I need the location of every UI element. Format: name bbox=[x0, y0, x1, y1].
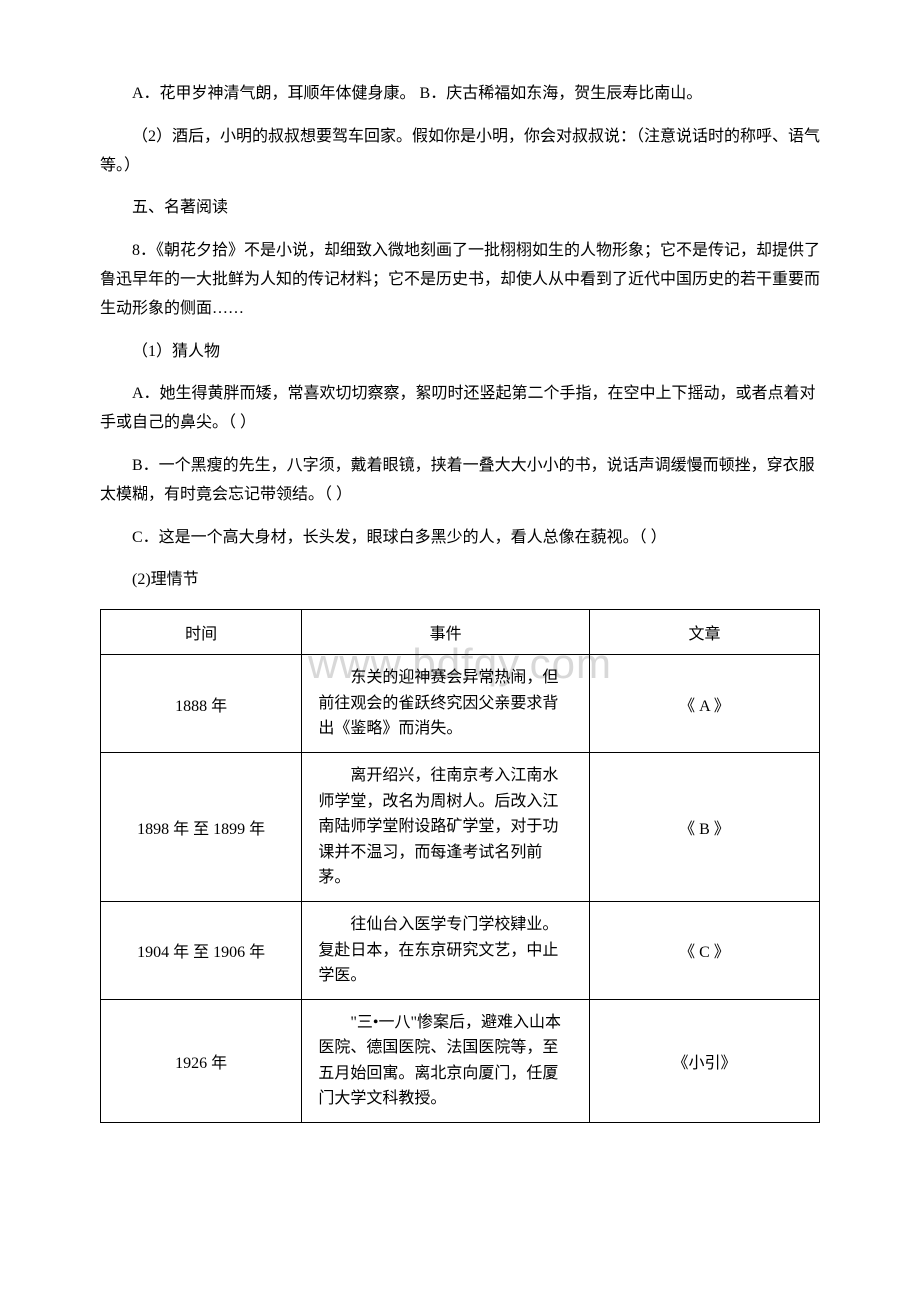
header-article: 文章 bbox=[589, 610, 819, 655]
timeline-table-container: 时间 事件 文章 1888 年 东关的迎神赛会异常热闹，但前往观会的雀跃终究因父… bbox=[100, 609, 820, 1123]
cell-article: 《 C 》 bbox=[589, 901, 819, 999]
table-row: 1926 年 "三•一八"惨案后，避难入山本医院、德国医院、法国医院等，至五月始… bbox=[101, 999, 820, 1122]
section-heading-5: 五、名著阅读 bbox=[100, 194, 820, 223]
table-header-row: 时间 事件 文章 bbox=[101, 610, 820, 655]
cell-article: 《 B 》 bbox=[589, 752, 819, 901]
cell-event: "三•一八"惨案后，避难入山本医院、德国医院、法国医院等，至五月始回寓。离北京向… bbox=[302, 999, 590, 1122]
paragraph-subquestion-2: (2)理情节 bbox=[100, 566, 820, 595]
paragraph-character-c: C．这是一个高大身材，长头发，眼球白多黑少的人，看人总像在藐视。（ ） bbox=[100, 524, 820, 553]
paragraph-character-b: B．一个黑瘦的先生，八字须，戴着眼镜，挟着一叠大大小小的书，说话声调缓慢而顿挫，… bbox=[100, 452, 820, 510]
cell-event: 离开绍兴，往南京考入江南水师学堂，改名为周树人。后改入江南陆师学堂附设路矿学堂，… bbox=[302, 752, 590, 901]
timeline-table: 时间 事件 文章 1888 年 东关的迎神赛会异常热闹，但前往观会的雀跃终究因父… bbox=[100, 609, 820, 1123]
paragraph-character-a: A．她生得黄胖而矮，常喜欢切切察察，絮叨时还竖起第二个手指，在空中上下摇动，或者… bbox=[100, 380, 820, 438]
paragraph-question-8: 8．《朝花夕拾》不是小说，却细致入微地刻画了一批栩栩如生的人物形象；它不是传记，… bbox=[100, 237, 820, 323]
cell-time: 1888 年 bbox=[101, 655, 302, 753]
cell-article: 《小引》 bbox=[589, 999, 819, 1122]
cell-time: 1898 年 至 1899 年 bbox=[101, 752, 302, 901]
cell-event: 往仙台入医学专门学校肄业。复赴日本，在东京研究文艺，中止学医。 bbox=[302, 901, 590, 999]
paragraph-question-2: （2）酒后，小明的叔叔想要驾车回家。假如你是小明，你会对叔叔说：（注意说话时的称… bbox=[100, 123, 820, 181]
cell-event: 东关的迎神赛会异常热闹，但前往观会的雀跃终究因父亲要求背出《鉴略》而消失。 bbox=[302, 655, 590, 753]
cell-article: 《 A 》 bbox=[589, 655, 819, 753]
table-row: 1898 年 至 1899 年 离开绍兴，往南京考入江南水师学堂，改名为周树人。… bbox=[101, 752, 820, 901]
cell-time: 1904 年 至 1906 年 bbox=[101, 901, 302, 999]
header-time: 时间 bbox=[101, 610, 302, 655]
table-row: 1904 年 至 1906 年 往仙台入医学专门学校肄业。复赴日本，在东京研究文… bbox=[101, 901, 820, 999]
paragraph-subquestion-1: （1）猜人物 bbox=[100, 338, 820, 367]
header-event: 事件 bbox=[302, 610, 590, 655]
cell-time: 1926 年 bbox=[101, 999, 302, 1122]
document-content: A．花甲岁神清气朗，耳顺年体健身康。 B．庆古稀福如东海，贺生辰寿比南山。 （2… bbox=[100, 80, 820, 1123]
table-row: 1888 年 东关的迎神赛会异常热闹，但前往观会的雀跃终究因父亲要求背出《鉴略》… bbox=[101, 655, 820, 753]
paragraph-options-ab: A．花甲岁神清气朗，耳顺年体健身康。 B．庆古稀福如东海，贺生辰寿比南山。 bbox=[100, 80, 820, 109]
